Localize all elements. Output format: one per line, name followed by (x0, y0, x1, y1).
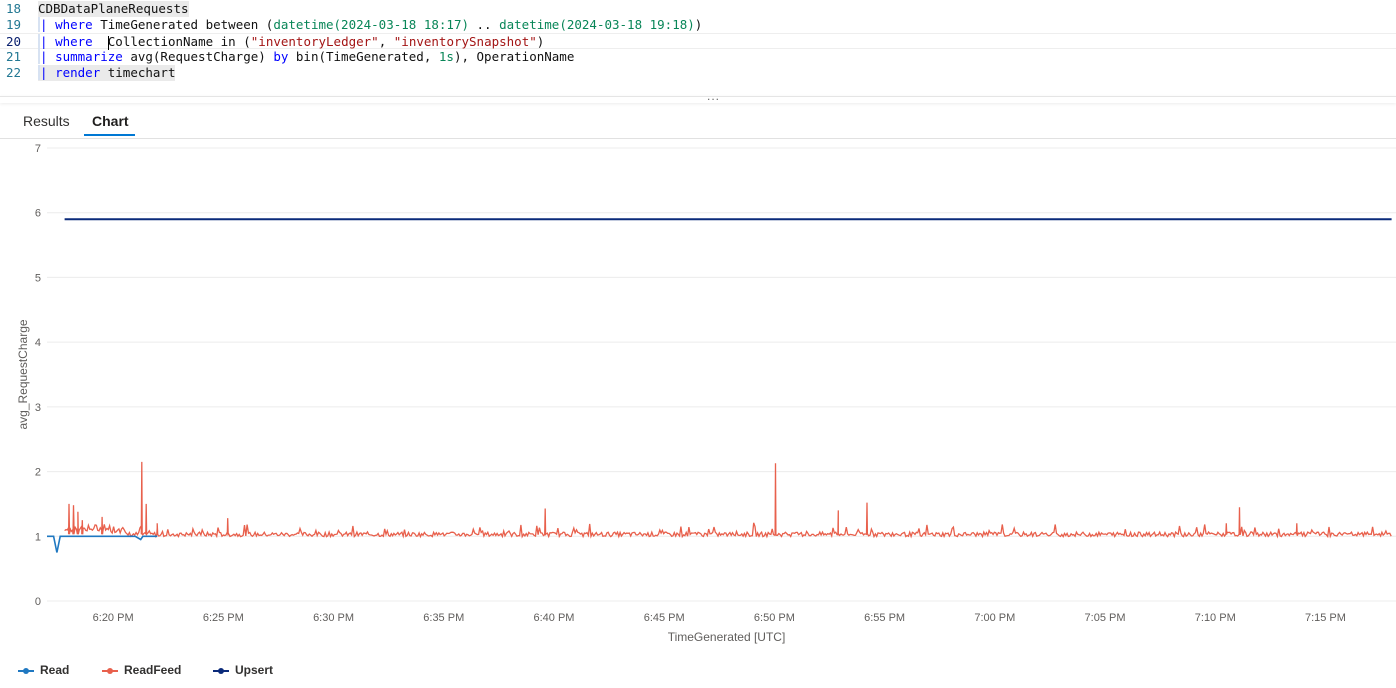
code-text[interactable]: | where TimeGenerated between (datetime(… (38, 17, 702, 33)
code-token: ) (694, 17, 703, 32)
timechart[interactable]: 0 1 2 3 4 5 6 7 6:20 PM 6:25 PM 6:30 PM 6:35 PM 6:40… (0, 139, 1396, 649)
y-axis-title: avg_RequestCharge (16, 319, 30, 429)
editor-line-21[interactable]: 21 | summarize avg(RequestCharge) by bin(… (0, 49, 1396, 65)
line-number: 22 (6, 65, 22, 80)
code-token: avg(RequestCharge) (122, 49, 274, 64)
code-token: 1s (438, 49, 454, 64)
tab-chart[interactable]: Chart (92, 113, 129, 129)
y-tick-label: 0 (35, 596, 41, 608)
legend-item-read[interactable]: Read (18, 663, 69, 677)
editor-line-18[interactable]: 18 CDBDataPlaneRequests (0, 1, 1396, 17)
code-token: where (55, 17, 93, 32)
code-token: "inventorySnapshot" (393, 34, 537, 49)
editor-line-20[interactable]: 20 | where CollectionName in ("inventoryL… (0, 33, 1396, 50)
code-token: TimeGenerated between ( (92, 17, 274, 32)
code-token: summarize (55, 49, 123, 64)
line-number: 20 (6, 34, 22, 49)
legend-item-readfeed[interactable]: ReadFeed (102, 663, 181, 677)
y-tick-label: 2 (35, 467, 41, 479)
code-token: | (38, 65, 56, 80)
x-tick-label: 7:05 PM (1085, 612, 1126, 624)
x-tick-label: 6:55 PM (864, 612, 905, 624)
code-token (93, 34, 108, 49)
code-token: | (38, 49, 56, 64)
legend-label-upsert: Upsert (235, 663, 274, 677)
legend-swatch-readfeed (102, 667, 118, 674)
x-tick-label: 6:40 PM (533, 612, 574, 624)
code-text[interactable]: | summarize avg(RequestCharge) by bin(Ti… (38, 49, 574, 65)
x-tick-label: 6:45 PM (644, 612, 685, 624)
x-tick-label: 6:50 PM (754, 612, 795, 624)
legend-label-readfeed: ReadFeed (124, 663, 182, 677)
code-token: ), OperationName (453, 49, 575, 64)
code-token: | (38, 34, 56, 49)
y-tick-label: 5 (35, 272, 41, 284)
code-token: "inventoryLedger" (250, 34, 379, 49)
line-number: 19 (6, 17, 22, 32)
pane-splitter[interactable] (0, 96, 1396, 103)
code-token: where (55, 34, 93, 49)
code-token: , (378, 34, 394, 49)
legend-label-read: Read (40, 663, 70, 677)
series-line-readfeed[interactable] (64, 461, 1392, 539)
code-token: timechart (100, 65, 176, 80)
x-tick-label: 6:25 PM (203, 612, 244, 624)
legend-item-upsert[interactable]: Upsert (213, 663, 273, 677)
line-number: 18 (6, 1, 22, 16)
code-text[interactable]: | render timechart (38, 65, 176, 81)
code-token: datetime(2024-03-18 19:18) (499, 17, 695, 32)
code-token: datetime(2024-03-18 18:17) (273, 17, 469, 32)
x-tick-label: 7:00 PM (974, 612, 1015, 624)
code-token: | (38, 17, 56, 32)
code-token: .. (469, 17, 500, 32)
x-tick-label: 6:35 PM (423, 612, 464, 624)
code-token: CollectionName in ( (107, 34, 251, 49)
y-tick-label: 1 (35, 531, 41, 543)
x-axis-title: TimeGenerated [UTC] (668, 630, 786, 644)
y-tick-label: 4 (35, 337, 41, 349)
y-tick-label: 6 (35, 208, 41, 220)
splitter-handle-icon[interactable]: ... (707, 89, 721, 103)
code-text[interactable]: | where CollectionName in ("inventoryLed… (38, 34, 544, 50)
code-token: render (55, 65, 101, 80)
legend-swatch-upsert (213, 667, 229, 674)
code-token: ) (536, 34, 545, 49)
editor-line-19[interactable]: 19 | where TimeGenerated between (datetim… (0, 17, 1396, 33)
active-tab-indicator (84, 134, 135, 136)
x-tick-label: 6:30 PM (313, 612, 354, 624)
code-token: CDBDataPlaneRequests (38, 1, 189, 16)
line-number: 21 (6, 49, 22, 64)
tab-results[interactable]: Results (23, 113, 70, 129)
x-tick-label: 6:20 PM (93, 612, 134, 624)
code-text[interactable]: CDBDataPlaneRequests (38, 1, 189, 17)
y-tick-label: 7 (35, 143, 41, 155)
code-token: by (273, 49, 289, 64)
code-token: bin(TimeGenerated, (288, 49, 439, 64)
results-tab-bar: Results Chart (0, 108, 1396, 139)
legend-swatch-read (18, 667, 34, 674)
editor-line-22[interactable]: 22 | render timechart (0, 65, 1396, 81)
x-tick-label: 7:15 PM (1305, 612, 1346, 624)
x-tick-label: 7:10 PM (1195, 612, 1236, 624)
text-cursor (107, 35, 109, 50)
series-line-read[interactable] (47, 535, 158, 553)
query-editor[interactable]: 18 CDBDataPlaneRequests 19 | where TimeGene… (0, 0, 1396, 96)
y-tick-label: 3 (35, 402, 41, 414)
